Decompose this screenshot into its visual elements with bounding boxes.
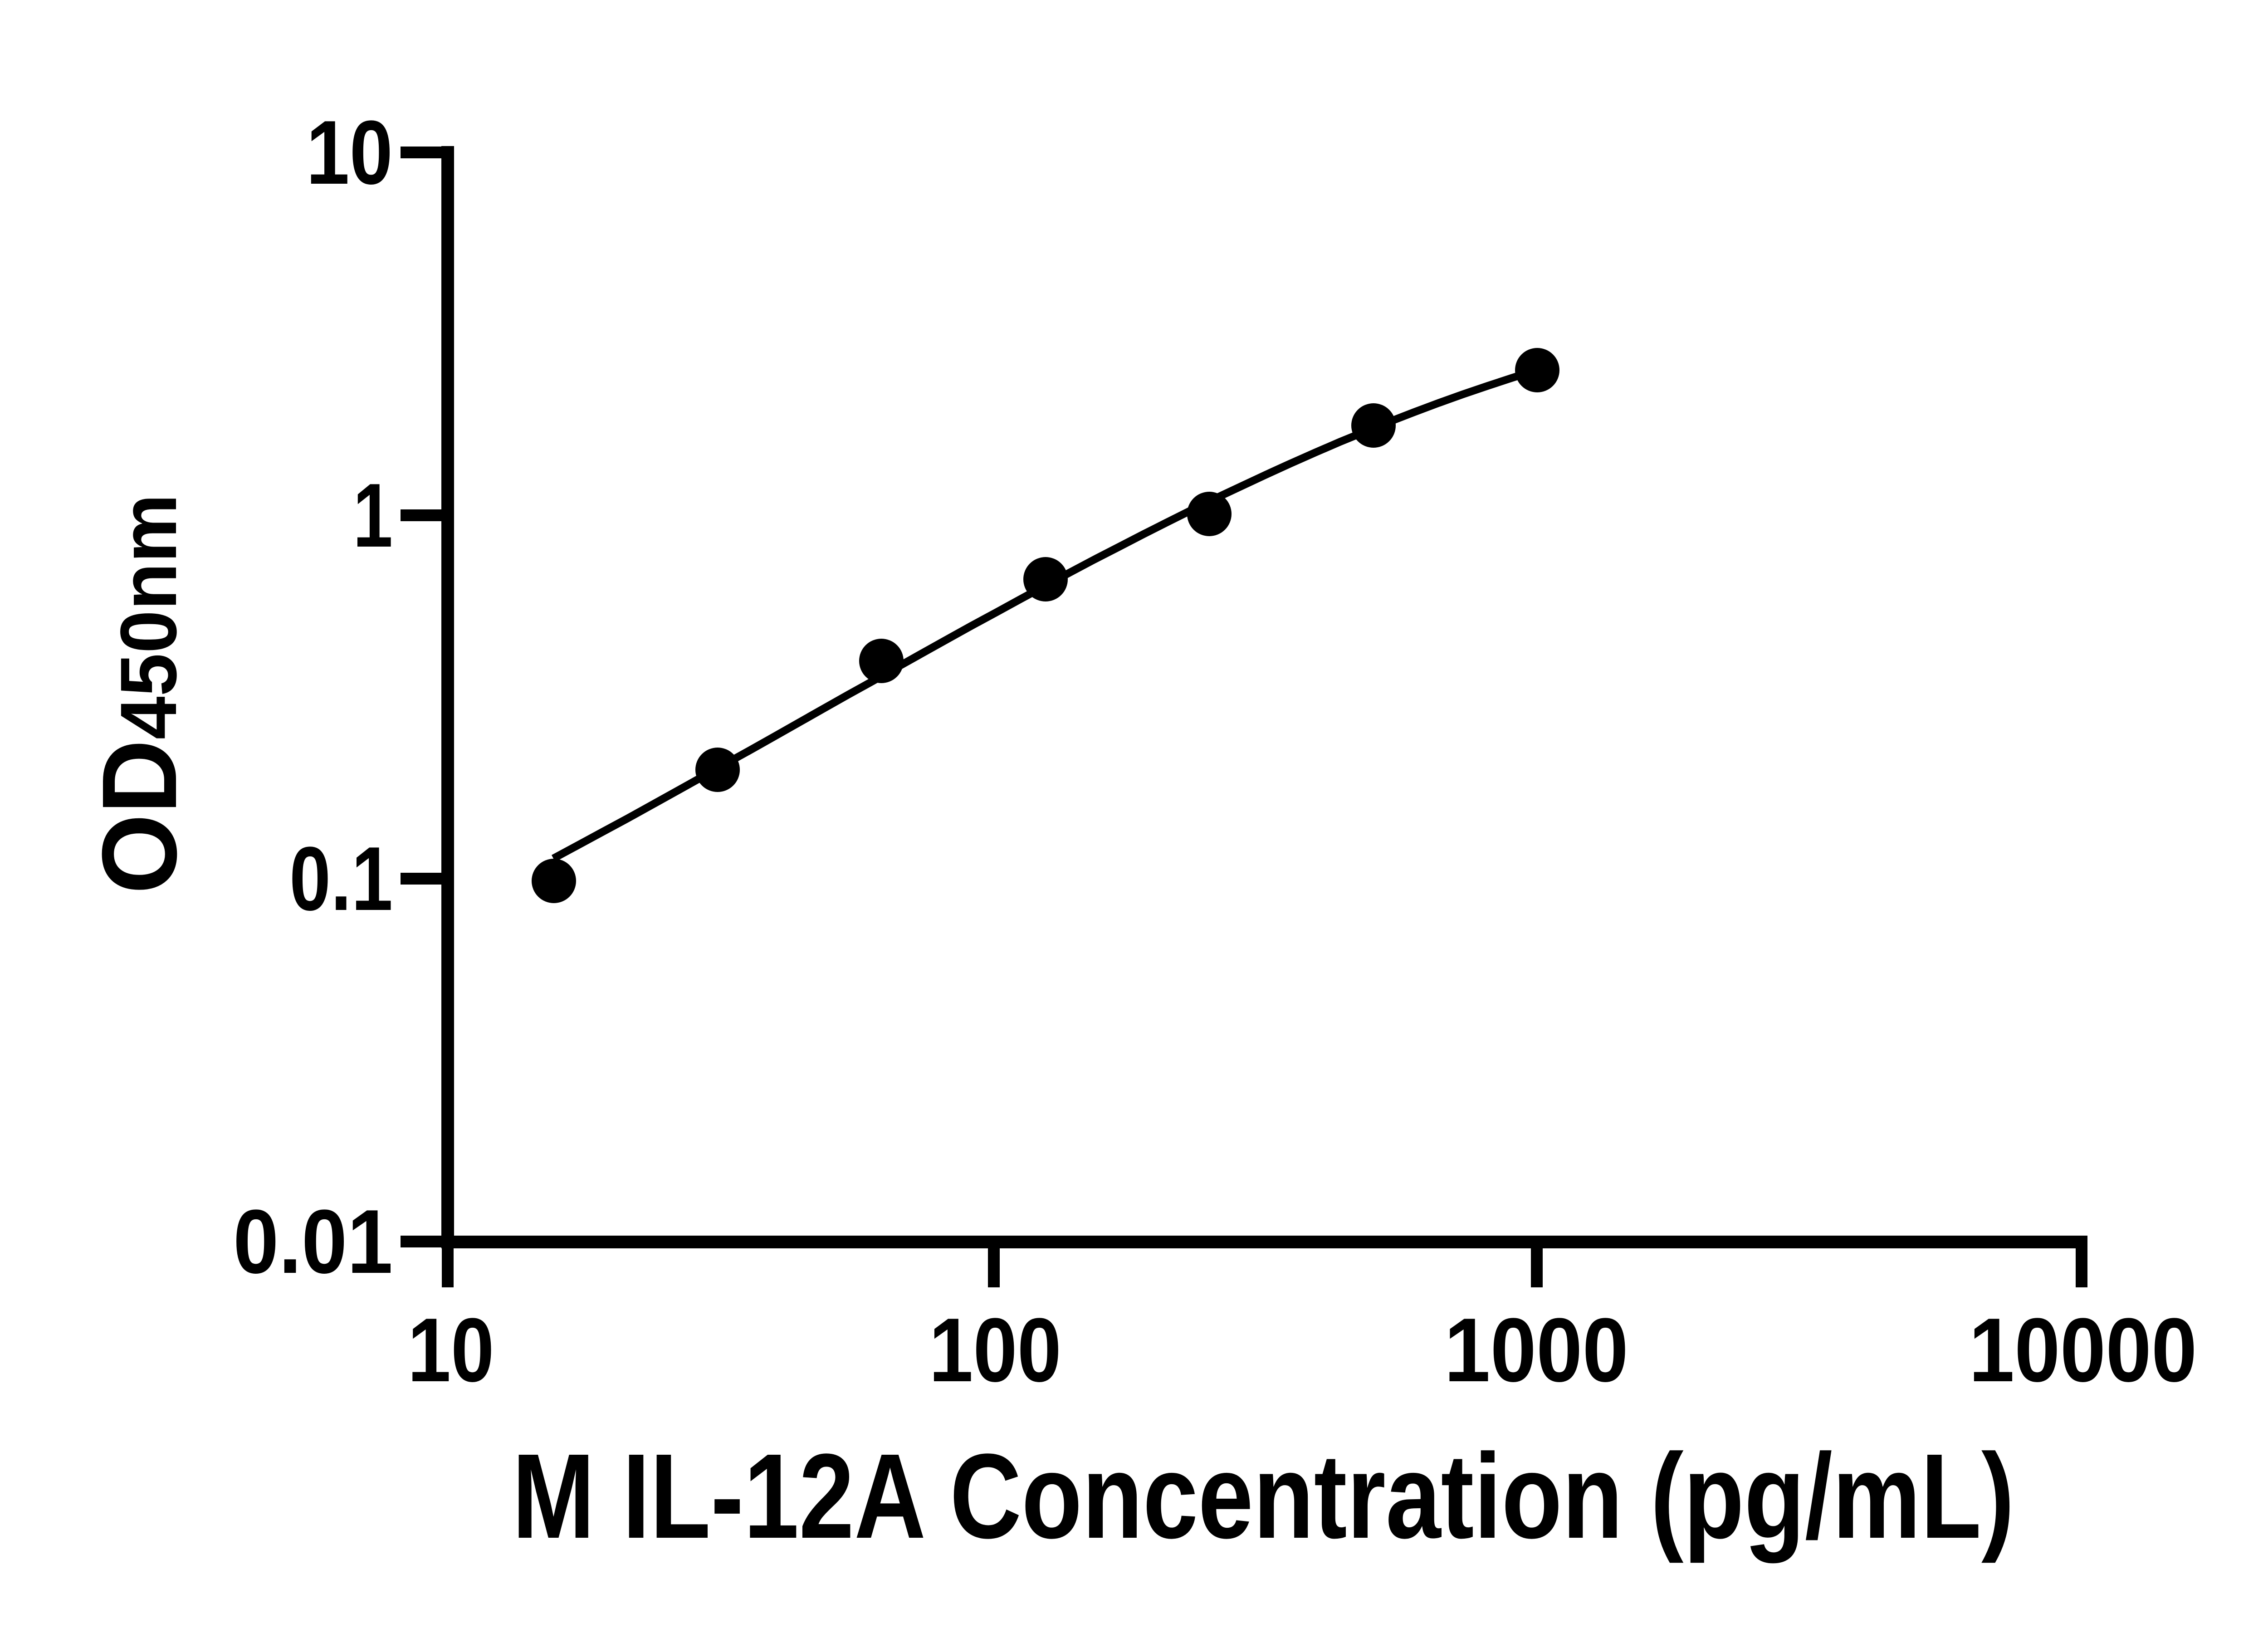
svg-text:0.1: 0.1 [289,828,393,929]
svg-text:1: 1 [353,465,393,566]
svg-text:10: 10 [306,102,393,203]
svg-text:1000: 1000 [1444,1300,1628,1401]
svg-text:10000: 10000 [1969,1300,2197,1401]
svg-text:0.01: 0.01 [233,1191,393,1292]
svg-text:M IL-12A Concentration (pg/mL): M IL-12A Concentration (pg/mL) [512,1429,2014,1564]
svg-text:10: 10 [408,1300,494,1401]
svg-text:100: 100 [929,1300,1061,1401]
